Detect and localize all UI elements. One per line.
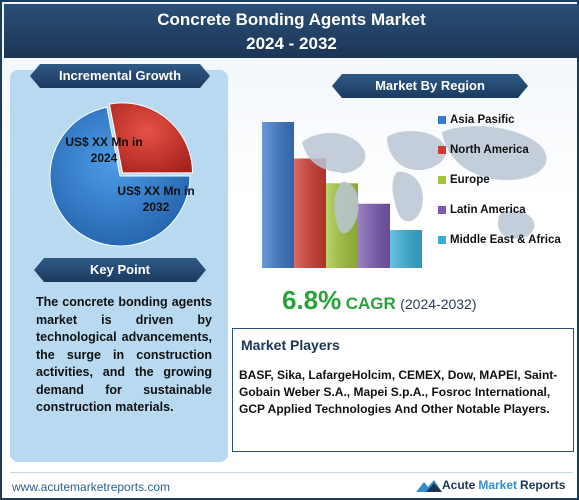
legend-swatch	[438, 206, 446, 214]
bar-middle-east-africa	[390, 230, 422, 268]
legend-swatch	[438, 236, 446, 244]
legend-swatch	[438, 146, 446, 154]
incremental-growth-ribbon: Incremental Growth	[30, 64, 210, 88]
pie-label-2024: US$ XX Mn in 2024	[65, 135, 143, 165]
map-landmass-4	[392, 171, 423, 222]
brand-word-1: Acute	[442, 478, 476, 492]
key-point-label: Key Point	[90, 262, 150, 277]
legend-label: Asia Pasific	[450, 114, 515, 126]
header: Concrete Bonding Agents Market 2024 - 20…	[4, 4, 579, 58]
legend-item: Latin America	[438, 204, 526, 216]
map-landmass-1	[302, 132, 366, 173]
bar-europe	[326, 183, 358, 268]
legend-item: Europe	[438, 174, 490, 186]
legend-label: North America	[450, 144, 529, 156]
page-title: Concrete Bonding Agents Market	[157, 10, 426, 29]
bar-north-america	[294, 158, 326, 268]
cagr-block: 6.8% CAGR (2024-2032)	[282, 285, 512, 316]
legend-item: Middle East & Africa	[438, 234, 561, 246]
legend-label: Latin America	[450, 204, 526, 216]
brand-word-2: Market	[478, 478, 518, 492]
legend-item: North America	[438, 144, 529, 156]
page-subtitle-years: 2024 - 2032	[246, 34, 337, 53]
market-by-region-label: Market By Region	[375, 78, 485, 93]
legend-item: Asia Pasific	[438, 114, 515, 126]
map-landmass-2	[334, 181, 359, 234]
pie-label-2032: US$ XX Mn in 2032	[117, 184, 195, 214]
market-players-title: Market Players	[241, 337, 340, 353]
bar-asia-pasific	[262, 122, 294, 268]
bar-shade	[294, 158, 326, 268]
footer-divider	[10, 472, 573, 473]
legend-swatch	[438, 116, 446, 124]
cagr-label: CAGR	[345, 294, 396, 313]
market-players-box: Market Players BASF, Sika, LafargeHolcim…	[232, 328, 574, 452]
brand-word-3: Reports	[520, 478, 566, 492]
legend-swatch	[438, 176, 446, 184]
incremental-growth-label: Incremental Growth	[58, 68, 182, 83]
market-by-region-ribbon: Market By Region	[332, 74, 528, 98]
brand-chart-icon	[416, 480, 442, 492]
cagr-value: 6.8%	[282, 285, 342, 315]
world-map-icon	[302, 126, 547, 239]
bar-shade	[390, 230, 422, 268]
key-point-ribbon: Key Point	[34, 258, 206, 282]
bar-shade	[262, 122, 294, 268]
bar-latin-america	[358, 203, 390, 268]
brand-logo: Acute Market Reports	[416, 478, 565, 492]
bar-shade	[358, 203, 390, 268]
bar-shade	[326, 183, 358, 268]
cagr-years: (2024-2032)	[400, 296, 477, 312]
legend-label: Middle East & Africa	[450, 234, 561, 246]
market-players-text: BASF, Sika, LafargeHolcim, CEMEX, Dow, M…	[239, 368, 558, 416]
legend-label: Europe	[450, 174, 490, 186]
key-point-text: The concrete bonding agents market is dr…	[36, 295, 212, 414]
footer-url-link[interactable]: www.acutemarketreports.com	[12, 480, 171, 494]
